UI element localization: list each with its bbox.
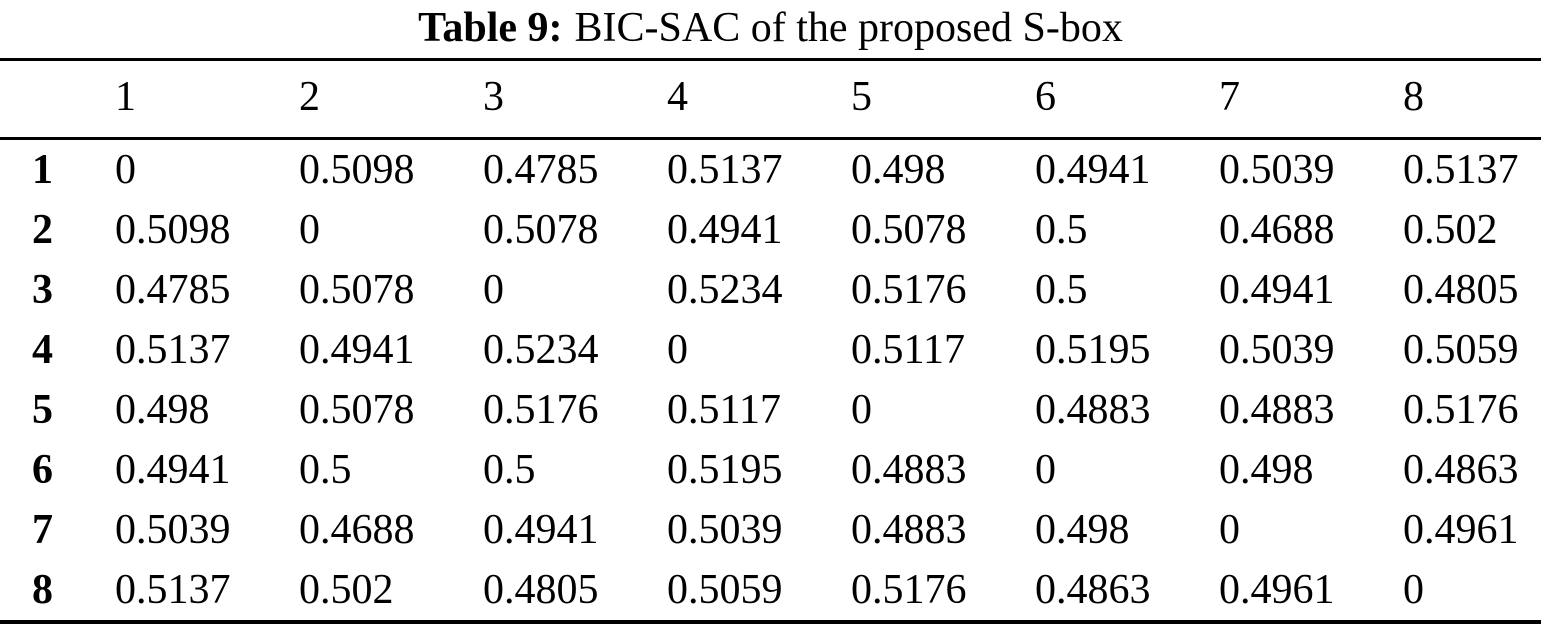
table-cell: 0.5 [1035, 267, 1088, 313]
table-cell: 0.4941 [1219, 267, 1335, 313]
table-cell: 0.4805 [483, 567, 599, 613]
table-cell: 0.4785 [483, 147, 599, 193]
table-cell: 0.4941 [1035, 147, 1151, 193]
table-cell: 0.5078 [299, 267, 415, 313]
column-header: 8 [1403, 59, 1541, 140]
table-cell: 0.5 [299, 447, 352, 493]
table-cell: 0 [1403, 567, 1424, 613]
column-header: 6 [1035, 59, 1219, 140]
table-row: 2 0.5098 0 0.5078 0.4941 0.5078 0.5 0.46… [0, 200, 1541, 260]
table-cell: 0.5234 [483, 327, 599, 373]
table-cell: 0.5059 [1403, 327, 1519, 373]
table-cell: 0.5137 [115, 567, 231, 613]
corner-cell [0, 59, 115, 140]
table-cell: 0.5098 [299, 147, 415, 193]
row-header: 5 [32, 387, 53, 433]
table-cell: 0.4961 [1219, 567, 1335, 613]
table-cell: 0.5 [1035, 207, 1088, 253]
row-header: 1 [32, 147, 53, 193]
table-cell: 0.5039 [1219, 327, 1335, 373]
table-cell: 0.502 [299, 567, 394, 613]
table-row: 3 0.4785 0.5078 0 0.5234 0.5176 0.5 0.49… [0, 260, 1541, 320]
table-cell: 0 [299, 207, 320, 253]
table-cell: 0 [1219, 507, 1240, 553]
table-cell: 0.5078 [851, 207, 967, 253]
column-header: 5 [851, 59, 1035, 140]
table-cell: 0 [1035, 447, 1056, 493]
table-cell: 0.4863 [1035, 567, 1151, 613]
table-cell: 0.5078 [483, 207, 599, 253]
table-caption: Table 9: BIC-SAC of the proposed S-box [0, 3, 1541, 53]
table-cell: 0.4863 [1403, 447, 1519, 493]
row-header: 8 [32, 567, 53, 613]
table-cell: 0.5176 [483, 387, 599, 433]
table-cell: 0.4941 [115, 447, 231, 493]
column-header: 4 [667, 59, 851, 140]
row-header: 4 [32, 327, 53, 373]
table-cell: 0.5078 [299, 387, 415, 433]
table-cell: 0 [115, 147, 136, 193]
table-cell: 0.5234 [667, 267, 783, 313]
table-cell: 0.4961 [1403, 507, 1519, 553]
table-cell: 0 [667, 327, 688, 373]
table-cell: 0.5195 [667, 447, 783, 493]
table-cell: 0.5137 [115, 327, 231, 373]
table-cell: 0.5137 [1403, 147, 1519, 193]
table-cell: 0.498 [115, 387, 210, 433]
row-header: 6 [32, 447, 53, 493]
column-header: 1 [115, 59, 299, 140]
table-cell: 0.502 [1403, 207, 1498, 253]
table-cell: 0.4883 [1035, 387, 1151, 433]
table-cell: 0 [851, 387, 872, 433]
row-header: 2 [32, 207, 53, 253]
row-header: 7 [32, 507, 53, 553]
column-header: 3 [483, 59, 667, 140]
table-cell: 0.5176 [851, 267, 967, 313]
table-row: 7 0.5039 0.4688 0.4941 0.5039 0.4883 0.4… [0, 500, 1541, 560]
table-cell: 0.5176 [851, 567, 967, 613]
table-cell: 0.4883 [851, 507, 967, 553]
table-cell: 0.5059 [667, 567, 783, 613]
table-row: 5 0.498 0.5078 0.5176 0.5117 0 0.4883 0.… [0, 380, 1541, 440]
table-cell: 0 [483, 267, 504, 313]
table-cell: 0.498 [1035, 507, 1130, 553]
table-cell: 0.5039 [115, 507, 231, 553]
table-cell: 0.498 [1219, 447, 1314, 493]
table-row: 6 0.4941 0.5 0.5 0.5195 0.4883 0 0.498 0… [0, 440, 1541, 500]
table-cell: 0.4785 [115, 267, 231, 313]
bic-sac-table: 1 2 3 4 5 6 7 8 1 0 0.5098 0.4785 0.5137… [0, 58, 1541, 624]
table-cell: 0.5137 [667, 147, 783, 193]
table-cell: 0.4941 [299, 327, 415, 373]
table-cell: 0.5176 [1403, 387, 1519, 433]
table-row: 4 0.5137 0.4941 0.5234 0 0.5117 0.5195 0… [0, 320, 1541, 380]
table-cell: 0.5195 [1035, 327, 1151, 373]
column-header: 2 [299, 59, 483, 140]
table-caption-text: BIC-SAC of the proposed S-box [574, 5, 1123, 51]
table-cell: 0.5117 [667, 387, 781, 433]
column-header: 7 [1219, 59, 1403, 140]
header-row: 1 2 3 4 5 6 7 8 [0, 59, 1541, 140]
table-cell: 0.4805 [1403, 267, 1519, 313]
table-row: 1 0 0.5098 0.4785 0.5137 0.498 0.4941 0.… [0, 139, 1541, 201]
row-header: 3 [32, 267, 53, 313]
table-cell: 0.4941 [483, 507, 599, 553]
table-cell: 0.4883 [1219, 387, 1335, 433]
table-cell: 0.5039 [667, 507, 783, 553]
table-row: 8 0.5137 0.502 0.4805 0.5059 0.5176 0.48… [0, 560, 1541, 622]
table-cell: 0.5039 [1219, 147, 1335, 193]
table-cell: 0.4688 [299, 507, 415, 553]
table-cell: 0.4941 [667, 207, 783, 253]
table-caption-label: Table 9: [418, 5, 563, 51]
table-cell: 0.5098 [115, 207, 231, 253]
table-cell: 0.5 [483, 447, 536, 493]
table-cell: 0.5117 [851, 327, 965, 373]
table-cell: 0.4883 [851, 447, 967, 493]
table-cell: 0.4688 [1219, 207, 1335, 253]
table-cell: 0.498 [851, 147, 946, 193]
